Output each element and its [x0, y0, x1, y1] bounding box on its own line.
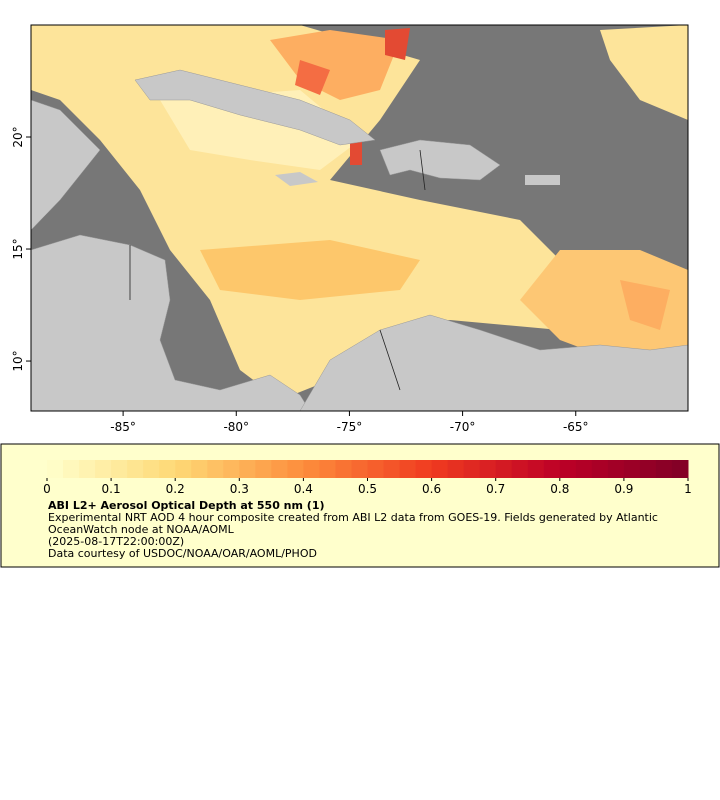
colorbar-swatch	[335, 460, 352, 478]
colorbar-swatch	[175, 460, 192, 478]
colorbar-tick-label: 0.7	[486, 482, 505, 496]
colorbar-tick-label: 0	[43, 482, 51, 496]
colorbar-swatch	[271, 460, 288, 478]
map-area	[31, 25, 688, 411]
land	[31, 99, 101, 231]
colorbar-swatch	[111, 460, 128, 478]
legend-credit: Data courtesy of USDOC/NOAA/OAR/AOML/PHO…	[48, 547, 317, 560]
land	[525, 175, 560, 185]
colorbar-swatch	[447, 460, 465, 478]
x-tick-label: -70°	[450, 420, 476, 434]
colorbar-swatch	[79, 460, 96, 478]
aerosol-field	[270, 30, 400, 100]
colorbar-swatch	[143, 460, 160, 478]
colorbar-swatch	[223, 460, 240, 478]
colorbar-swatch	[95, 460, 112, 478]
colorbar-tick-label: 0.3	[230, 482, 249, 496]
y-tick-label: 10°	[11, 350, 25, 371]
x-tick-label: -65°	[563, 420, 589, 434]
colorbar-tick-label: 0.9	[614, 482, 633, 496]
x-tick-label: -80°	[223, 420, 249, 434]
colorbar-tick-label: 0.8	[550, 482, 569, 496]
colorbar-swatch	[431, 460, 449, 478]
colorbar-tick-label: 1	[684, 482, 692, 496]
colorbar-swatch	[351, 460, 368, 478]
aerosol-field	[350, 140, 362, 165]
colorbar-swatch	[287, 460, 304, 478]
colorbar-swatch	[415, 460, 433, 478]
aerosol-field	[620, 280, 670, 330]
colorbar-swatch	[543, 460, 561, 478]
legend-text: ABI L2+ Aerosol Optical Depth at 550 nm …	[48, 500, 688, 560]
y-tick-label: 20°	[11, 126, 25, 147]
legend-title: ABI L2+ Aerosol Optical Depth at 550 nm …	[48, 499, 325, 512]
colorbar-swatch	[319, 460, 336, 478]
y-tick-label: 15°	[11, 238, 25, 259]
aerosol-field	[295, 60, 330, 95]
colorbar-swatch	[559, 460, 577, 478]
colorbar-tick-label: 0.1	[102, 482, 121, 496]
colorbar-swatch	[383, 460, 401, 478]
x-tick-label: -75°	[337, 420, 363, 434]
colorbar-swatch	[479, 460, 497, 478]
aerosol-field	[385, 28, 410, 60]
aerosol-field	[200, 240, 420, 300]
legend-description: Experimental NRT AOD 4 hour composite cr…	[48, 511, 658, 536]
colorbar-swatch	[255, 460, 272, 478]
colorbar-swatch	[495, 460, 513, 478]
colorbar-tick-label: 0.2	[166, 482, 185, 496]
land	[299, 314, 688, 411]
colorbar-swatch	[207, 460, 224, 478]
colorbar-swatch	[671, 460, 689, 478]
border	[31, 149, 426, 391]
colorbar-swatch	[367, 460, 385, 478]
legend-time: (2025-08-17T22:00:00Z)	[48, 535, 185, 548]
land	[379, 139, 501, 181]
x-tick-label: -85°	[110, 420, 136, 434]
colorbar-tick-label: 0.6	[422, 482, 441, 496]
colorbar-swatch	[575, 460, 593, 478]
colorbar-tick-label: 0.4	[294, 482, 313, 496]
land	[275, 172, 318, 186]
colorbar-swatch	[623, 460, 641, 478]
land	[134, 69, 376, 146]
colorbar-swatch	[511, 460, 529, 478]
colorbar-tick-label: 0.5	[358, 482, 377, 496]
colorbar-swatch	[191, 460, 208, 478]
colorbar: 0 0.1 0.2 0.3 0.4 0.5 0.6 0.7 0.8 0.9 1	[43, 460, 692, 496]
colorbar-swatch	[159, 460, 176, 478]
colorbar-swatch	[463, 460, 481, 478]
colorbar-swatch	[655, 460, 673, 478]
colorbar-swatch	[527, 460, 545, 478]
colorbar-swatch	[399, 460, 417, 478]
colorbar-swatch	[63, 460, 80, 478]
map-frame	[30, 24, 689, 412]
colorbar-swatch	[591, 460, 609, 478]
aerosol-field	[600, 25, 688, 120]
aerosol-field	[520, 250, 688, 370]
colorbar-swatch	[639, 460, 657, 478]
colorbar-swatch	[303, 460, 320, 478]
colorbar-swatch	[47, 460, 64, 478]
colorbar-swatch	[127, 460, 144, 478]
colorbar-swatch	[239, 460, 256, 478]
colorbar-swatch	[607, 460, 625, 478]
